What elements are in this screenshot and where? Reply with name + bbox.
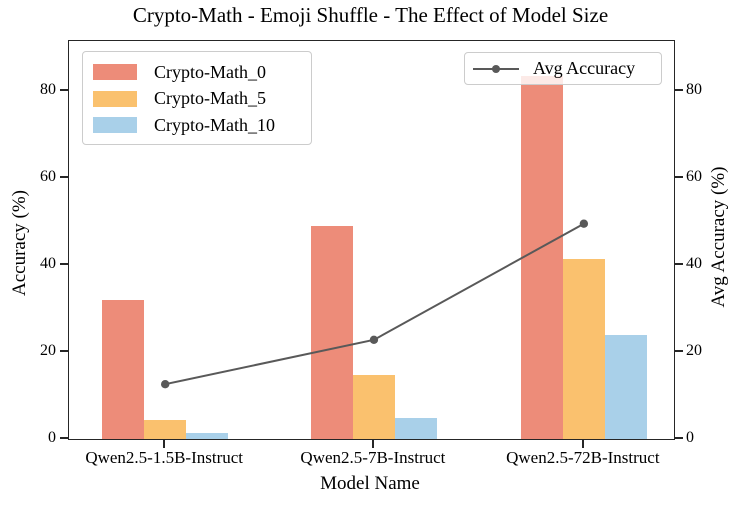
bar-Crypto-Math_0-Qwen2.5-1.5B-Instruct [102, 299, 145, 439]
y-tick-left [60, 437, 68, 439]
y-tick-label-left: 80 [40, 81, 56, 99]
bar-Crypto-Math_5-Qwen2.5-1.5B-Instruct [144, 419, 187, 439]
y-tick-label-right: 20 [686, 342, 702, 359]
y-tick-right [674, 437, 683, 439]
y-tick-right [674, 89, 683, 91]
legend-swatch-crypto-math-10 [93, 117, 137, 133]
x-tick-label: Qwen2.5-72B-Instruct [506, 448, 660, 467]
line-marker-sample-icon [473, 64, 519, 73]
legend-swatch-crypto-math-5 [93, 90, 137, 107]
y-tick-right [674, 350, 683, 352]
avg-accuracy-marker [160, 379, 170, 389]
x-tick-label: Qwen2.5-1.5B-Instruct [85, 448, 244, 467]
bar-Crypto-Math_10-Qwen2.5-1.5B-Instruct [186, 433, 229, 439]
y-tick-label-left: 0 [48, 429, 56, 446]
legend-label: Crypto-Math_10 [154, 114, 275, 135]
x-tick [163, 439, 165, 448]
y-axis-label-right: Avg Accuracy (%) [708, 166, 729, 308]
y-tick-left [60, 176, 68, 178]
y-tick-label-left: 40 [40, 255, 56, 272]
legend-item-crypto-math-10: Crypto-Math_10 [93, 112, 301, 138]
legend-item-crypto-math-0: Crypto-Math_0 [93, 59, 301, 85]
bar-Crypto-Math_0-Qwen2.5-7B-Instruct [310, 226, 353, 439]
y-tick-right [674, 176, 683, 178]
plot-area [68, 40, 675, 440]
y-tick-label-right: 80 [686, 81, 702, 99]
avg-accuracy-marker [579, 219, 589, 228]
bar-Crypto-Math_5-Qwen2.5-72B-Instruct [562, 259, 605, 439]
legend-item-crypto-math-5: Crypto-Math_5 [93, 86, 301, 112]
legend-swatch-crypto-math-0 [93, 64, 137, 80]
legend-avg-accuracy: Avg Accuracy [464, 52, 662, 85]
y-tick-left [60, 263, 68, 265]
legend-bars: Crypto-Math_0 Crypto-Math_5 Crypto-Math_… [82, 51, 312, 145]
x-axis-label: Model Name [320, 473, 420, 494]
legend-label: Crypto-Math_5 [154, 88, 266, 108]
x-tick [582, 439, 584, 448]
y-tick-label-left: 60 [40, 168, 56, 186]
legend-label: Avg Accuracy [533, 58, 636, 78]
bar-Crypto-Math_0-Qwen2.5-72B-Instruct [520, 76, 563, 439]
y-tick-right [674, 263, 683, 265]
y-tick-left [60, 350, 68, 352]
legend-label: Crypto-Math_0 [154, 61, 266, 82]
x-tick [372, 439, 374, 448]
y-tick-label-right: 0 [686, 429, 694, 446]
y-tick-label-left: 20 [40, 342, 56, 359]
y-axis-label-left: Accuracy (%) [9, 189, 30, 297]
bar-Crypto-Math_10-Qwen2.5-72B-Instruct [604, 335, 647, 439]
avg-accuracy-marker [369, 335, 379, 345]
bar-Crypto-Math_5-Qwen2.5-7B-Instruct [352, 375, 395, 439]
y-tick-left [60, 89, 68, 91]
x-tick-label: Qwen2.5-7B-Instruct [300, 448, 446, 467]
chart-title: Crypto-Math - Emoji Shuffle - The Effect… [132, 3, 609, 27]
avg-accuracy-line [160, 219, 589, 389]
bar-Crypto-Math_10-Qwen2.5-7B-Instruct [394, 417, 437, 439]
y-tick-label-right: 40 [686, 255, 702, 272]
y-tick-label-right: 60 [686, 168, 702, 186]
